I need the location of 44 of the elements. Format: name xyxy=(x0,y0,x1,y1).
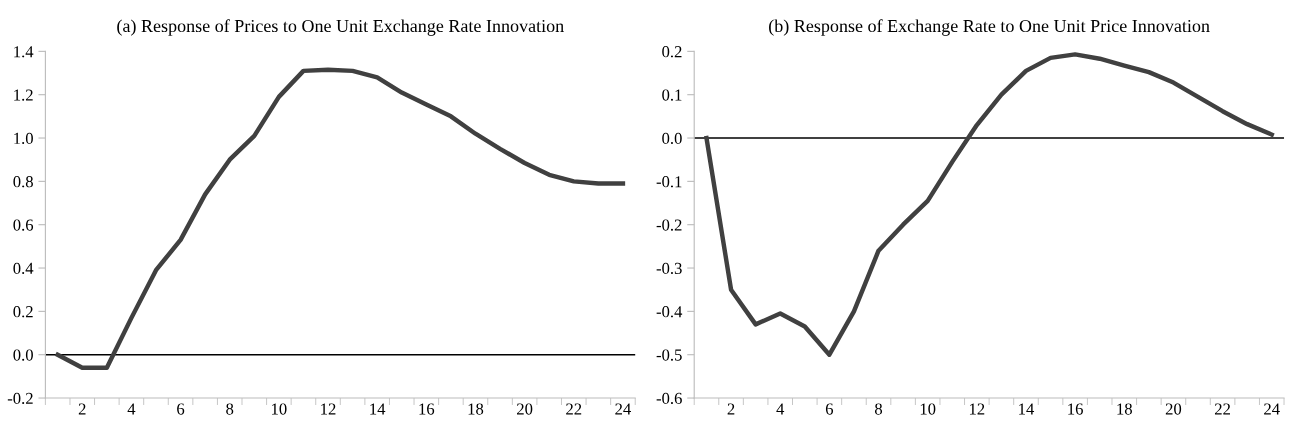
x-tick-label: 14 xyxy=(1019,403,1035,415)
x-tick-label: 20 xyxy=(517,403,533,415)
x-tick-label: 8 xyxy=(874,403,883,415)
x-tick-label: 8 xyxy=(226,403,234,415)
chart-title: (a) Response of Prices to One Unit Exchange Rate Innovation xyxy=(117,19,564,36)
x-tick-label: 10 xyxy=(920,403,936,415)
y-tick-label: -0.4 xyxy=(656,306,683,318)
x-tick-label: 4 xyxy=(776,403,785,415)
x-tick-label: 2 xyxy=(727,403,735,415)
x-tick-label: 10 xyxy=(272,403,287,415)
y-tick-label: -0.2 xyxy=(7,392,33,405)
y-tick-label: 0.2 xyxy=(662,46,682,58)
x-tick-label: 12 xyxy=(321,403,336,415)
x-tick-label: 22 xyxy=(566,403,582,415)
x-tick-label: 16 xyxy=(419,403,435,415)
y-tick-label: 1.4 xyxy=(14,46,34,58)
y-tick-label: -0.2 xyxy=(656,219,682,231)
y-tick-label: -0.1 xyxy=(656,176,682,188)
x-tick-label: 12 xyxy=(969,403,985,415)
y-tick-label: 1.2 xyxy=(14,89,33,101)
x-tick-label: 4 xyxy=(127,403,136,415)
chart-title: (b) Response of Exchange Rate to One Unit Price Innovation xyxy=(769,19,1210,36)
y-tick-label: 0.1 xyxy=(662,89,682,101)
y-tick-label: 0.0 xyxy=(13,349,33,361)
y-tick-label: -0.6 xyxy=(656,392,682,405)
y-tick-label: 0.4 xyxy=(13,262,34,275)
x-tick-label: 20 xyxy=(1165,403,1182,415)
x-tick-label: 24 xyxy=(1264,403,1280,415)
x-tick-label: 6 xyxy=(825,403,834,415)
x-tick-label: 24 xyxy=(615,403,632,415)
x-tick-label: 18 xyxy=(468,403,484,415)
x-tick-label: 6 xyxy=(177,403,185,415)
y-tick-label: 0.2 xyxy=(13,306,33,318)
y-tick-label: 0.8 xyxy=(13,176,33,188)
y-tick-label: -0.5 xyxy=(656,349,682,361)
y-tick-label: 0.6 xyxy=(13,219,34,231)
x-tick-label: 18 xyxy=(1117,403,1132,415)
x-tick-label: 2 xyxy=(78,403,86,415)
x-tick-label: 16 xyxy=(1068,403,1083,415)
x-tick-label: 22 xyxy=(1214,403,1230,415)
y-tick-label: 0.0 xyxy=(662,132,682,145)
y-tick-label: 1.0 xyxy=(14,132,33,145)
x-tick-label: 14 xyxy=(370,403,386,415)
y-tick-label: -0.3 xyxy=(656,262,682,275)
